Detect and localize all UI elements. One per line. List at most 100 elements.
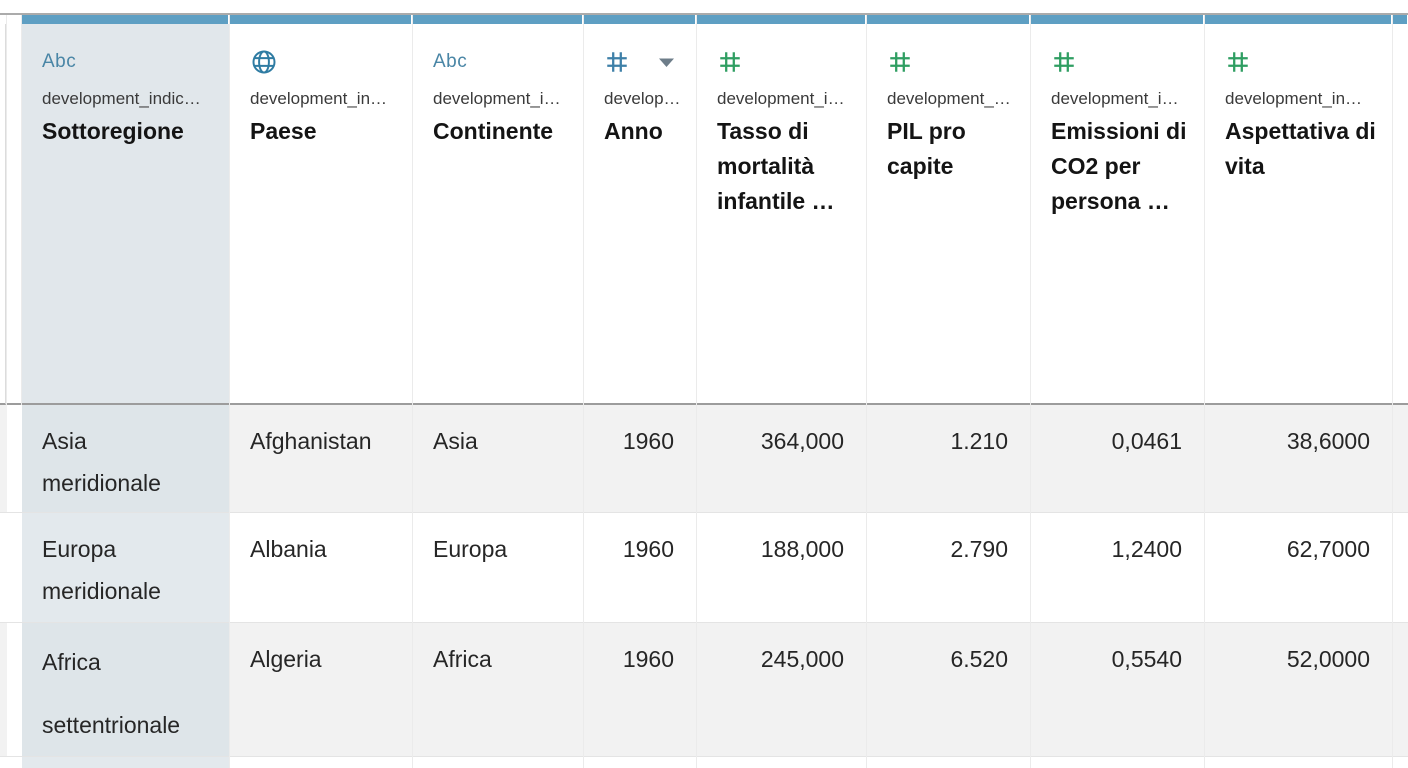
header-gutter-header [7,24,21,405]
column-source-name: development_in… [1225,89,1363,108]
cell-continente-row-3: Africa [413,623,583,757]
cell-tasso-mortalita-row-2: 188,000 [697,513,866,623]
cell-pil-pro-capite-row-1: 1.210 [867,405,1030,513]
column-type-row [1225,46,1382,78]
column-type-row [887,46,1020,78]
table-cell-empty [1031,757,1204,768]
column-header-pil-pro-capite[interactable]: development_… PIL pro capite [867,24,1030,405]
column-tasso-mortalita: development_i… Tasso di mortalità infanti… [697,15,867,768]
column-type-row: Abc [433,46,573,78]
column-header-sottoregione[interactable]: Abc development_indic… Sottoregione [22,24,229,405]
number-continuous-type-icon[interactable] [887,49,913,75]
column-aspettativa-vita: development_in… Aspettativa di vita 38,600… [1205,15,1393,768]
sort-caret-icon[interactable] [658,57,675,68]
cell-pil-pro-capite-row-2: 2.790 [867,513,1030,623]
column-header-aspettativa-vita[interactable]: development_in… Aspettativa di vita [1205,24,1392,405]
column-caption: Anno [604,118,663,144]
grid-top-border [0,13,1408,15]
column-type-row [604,46,686,78]
column-header-paese[interactable]: development_in… Paese [230,24,412,405]
column-top-bar [7,15,21,24]
column-source-name: development_i… [433,89,561,108]
cell-anno-row-2: 1960 [584,513,696,623]
clipped-column-left [0,15,40,768]
cell-sottoregione-row-3: Africa settentrionale [22,623,229,757]
column-top-bar [1205,15,1391,24]
column-type-row [250,46,402,78]
table-cell-empty [413,757,583,768]
clipped-column-right-header [1393,24,1408,405]
column-caption: Paese [250,118,317,144]
table-cell-empty [230,757,412,768]
column-header-emissioni-co2[interactable]: development_i… Emissioni di CO2 per perso… [1031,24,1204,405]
number-continuous-type-icon[interactable] [1051,49,1077,75]
column-type-row [1051,46,1194,78]
column-emissioni-co2: development_i… Emissioni di CO2 per perso… [1031,15,1205,768]
cell-tasso-mortalita-row-3: 245,000 [697,623,866,757]
column-source-name: development_i… [717,89,845,108]
clipped-column-right [1393,15,1408,768]
column-caption: Aspettativa di vita [1225,118,1376,179]
cell-paese-row-2: Albania [230,513,412,623]
column-caption: Sottoregione [42,118,184,144]
cell-sottoregione-row-2: Europa meridionale [22,513,229,623]
column-paese: development_in… Paese Afghanistan Albania Al… [230,15,413,768]
header-gutter [7,15,47,768]
clipped-column-left-header [0,24,6,405]
column-type-row [717,46,856,78]
cell-continente-row-1: Asia [413,405,583,513]
column-top-bar [867,15,1029,24]
table-cell-empty [867,757,1030,768]
table-cell-empty [584,757,696,768]
column-top-bar [413,15,582,24]
column-type-row: Abc [42,46,219,78]
cell-emissioni-co2-row-1: 0,0461 [1031,405,1204,513]
cell-aspettativa-vita-row-1: 38,6000 [1205,405,1392,513]
cell-emissioni-co2-row-2: 1,2400 [1031,513,1204,623]
column-top-bar [1031,15,1203,24]
cell-tasso-mortalita-row-1: 364,000 [697,405,866,513]
cell-paese-row-1: Afghanistan [230,405,412,513]
cell-aspettativa-vita-row-2: 62,7000 [1205,513,1392,623]
table-cell-empty [1393,513,1408,623]
data-grid-columns: Abc development_indic… Sottoregione Asia me… [0,15,1408,768]
abc-string-type-icon[interactable]: Abc [433,51,468,72]
column-top-bar [230,15,411,24]
column-header-anno[interactable]: develop… Anno [584,24,696,405]
cell-continente-row-2: Europa [413,513,583,623]
cell-anno-row-3: 1960 [584,623,696,757]
column-sottoregione: Abc development_indic… Sottoregione Asia me… [22,15,230,768]
table-cell-empty [1393,623,1408,757]
table-cell-empty [1205,757,1392,768]
number-continuous-type-icon[interactable] [1225,49,1251,75]
column-source-name: development_… [887,89,1011,108]
cell-paese-row-3: Algeria [230,623,412,757]
table-cell-empty [22,757,229,768]
column-top-bar [0,15,6,24]
column-top-bar [22,15,228,24]
cell-sottoregione-row-1: Asia meridionale [22,405,229,513]
column-header-continente[interactable]: Abc development_i… Continente [413,24,583,405]
column-pil-pro-capite: development_… PIL pro capite 1.210 2.790 6.5… [867,15,1031,768]
globe-geo-type-icon[interactable] [250,48,278,76]
cell-aspettativa-vita-row-3: 52,0000 [1205,623,1392,757]
cell-emissioni-co2-row-3: 0,5540 [1031,623,1204,757]
column-source-name: development_indic… [42,89,201,108]
column-source-name: develop… [604,89,681,108]
number-discrete-type-icon[interactable] [604,49,630,75]
column-caption: Emissioni di CO2 per persona … [1051,118,1187,214]
table-cell-empty [697,757,866,768]
number-continuous-type-icon[interactable] [717,49,743,75]
column-top-bar [1393,15,1407,24]
column-caption: Continente [433,118,554,144]
table-cell-empty [1393,405,1408,513]
cell-anno-row-1: 1960 [584,405,696,513]
column-source-name: development_i… [1051,89,1179,108]
column-source-name: development_in… [250,89,388,108]
cell-pil-pro-capite-row-3: 6.520 [867,623,1030,757]
column-header-tasso-mortalita[interactable]: development_i… Tasso di mortalità infanti… [697,24,866,405]
table-cell-empty [1393,757,1408,768]
abc-string-type-icon[interactable]: Abc [42,51,77,72]
column-top-bar [584,15,695,24]
